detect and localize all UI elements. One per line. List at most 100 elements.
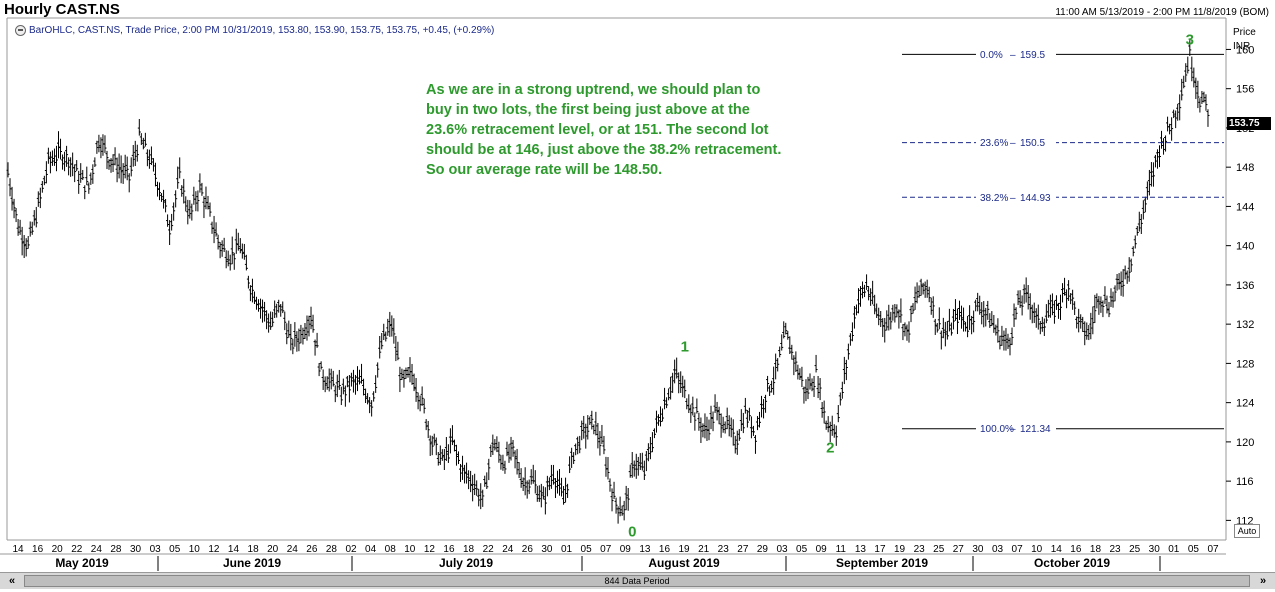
ohlc-bar-431 (877, 307, 881, 326)
time-tick-label-45: 19 (894, 544, 906, 555)
time-tick-label-32: 13 (639, 544, 651, 555)
time-tick-label-58: 30 (1149, 544, 1161, 555)
time-tick-label-50: 03 (992, 544, 1004, 555)
price-chart[interactable]: 0.0% 159.5–23.6% 150.5–38.2% 144.93–100.0% 1… (0, 0, 1275, 572)
ohlc-bar-336 (685, 398, 689, 410)
ohlc-bar-171 (351, 369, 355, 393)
ohlc-bar-351 (715, 401, 719, 421)
ohlc-bar-590 (1198, 98, 1202, 113)
ohlc-bar-566 (1149, 162, 1153, 187)
bar-ohlc-icon[interactable] (15, 25, 26, 36)
ohlc-bar-181 (372, 391, 376, 402)
ohlc-bar-279 (570, 447, 574, 468)
ohlc-bar-441 (897, 309, 901, 329)
ohlc-bar-290 (592, 424, 596, 435)
ohlc-bar-263 (537, 485, 541, 502)
ohlc-bar-321 (654, 410, 658, 433)
time-tick-label-40: 05 (796, 544, 808, 555)
ohlc-bar-312 (636, 456, 640, 476)
ohlc-bar-371 (755, 416, 759, 431)
ohlc-bar-463 (941, 317, 945, 339)
price-tick-156: 156 (1226, 84, 1254, 96)
ohlc-bar-167 (343, 385, 347, 407)
ohlc-bar-561 (1139, 214, 1143, 235)
ohlc-bar-271 (553, 478, 557, 499)
ohlc-bar-197 (404, 367, 408, 379)
price-tick-140: 140 (1226, 241, 1254, 253)
ohlc-bar-572 (1162, 138, 1166, 155)
legend[interactable]: BarOHLC, CAST.NS, Trade Price, 2:00 PM 1… (15, 25, 494, 36)
ohlc-bar-15 (36, 191, 40, 207)
ohlc-bar-208 (426, 420, 430, 439)
auto-scale-button[interactable]: Auto (1234, 524, 1260, 538)
time-scrollbar[interactable]: « 844 Data Period » (0, 572, 1275, 589)
ohlc-bar-267 (545, 475, 549, 497)
ohlc-bar-173 (355, 366, 359, 392)
ohlc-bar-177 (364, 388, 368, 404)
time-axis-ticks: 14 16 20 22 24 28 30 03 05 10 12 14 18 20 24 26 28 02 04 08… (12, 544, 1219, 555)
ohlc-bar-555 (1127, 257, 1131, 282)
ohlc-bar-110 (228, 254, 232, 271)
ohlc-bar-1 (8, 178, 12, 197)
ohlc-bar-362 (737, 429, 741, 441)
ohlc-bar-256 (523, 467, 527, 496)
ohlc-bar-570 (1157, 145, 1161, 168)
ohlc-bar-409 (832, 424, 836, 438)
ohlc-bar-329 (671, 372, 675, 393)
ohlc-bar-137 (283, 311, 287, 331)
fibonacci-retracement: 0.0% 159.5–23.6% 150.5–38.2% 144.93–100.0% 1… (902, 48, 1224, 435)
ohlc-bar-106 (220, 240, 224, 257)
price-axis-title: Price (1233, 27, 1256, 38)
ohlc-bar-416 (846, 343, 850, 360)
ohlc-bar-559 (1135, 225, 1139, 236)
ohlc-bar-525 (1067, 280, 1071, 301)
ohlc-bar-480 (976, 292, 980, 312)
ohlc-bar-495 (1006, 333, 1010, 349)
ohlc-bar-534 (1085, 322, 1089, 340)
scroll-right-button[interactable]: » (1259, 575, 1267, 587)
ohlc-bar-174 (358, 369, 362, 385)
ohlc-bar-102 (212, 215, 216, 244)
ohlc-bar-444 (903, 322, 907, 337)
ohlc-bar-387 (788, 336, 792, 355)
ohlc-bar-161 (331, 370, 335, 387)
ohlc-bar-528 (1073, 301, 1077, 315)
fib-level-label-1: 23.6% (980, 138, 1008, 149)
month-label-2: July 2019 (439, 556, 493, 570)
price-axis-label: Price INR (1233, 26, 1256, 54)
ohlc-bar-415 (844, 359, 848, 381)
ohlc-bar-152 (313, 339, 317, 356)
ohlc-bar-331 (675, 357, 679, 379)
ohlc-bar-115 (238, 238, 242, 254)
ohlc-bar-476 (968, 305, 972, 330)
ohlc-bar-310 (632, 460, 636, 477)
time-tick-label-46: 23 (914, 544, 926, 555)
ohlc-bar-291 (594, 411, 598, 436)
time-tick-label-27: 30 (541, 544, 553, 555)
ohlc-bar-390 (794, 351, 798, 372)
ohlc-bar-248 (507, 444, 511, 463)
ohlc-bar-10 (26, 236, 30, 249)
ohlc-bar-490 (996, 318, 1000, 343)
ohlc-bar-579 (1176, 103, 1180, 121)
ohlc-bar-97 (202, 196, 206, 219)
ohlc-bar-158 (325, 376, 329, 390)
ohlc-bar-376 (766, 375, 770, 392)
ohlc-bar-62 (131, 144, 135, 167)
time-tick-label-42: 11 (836, 544, 847, 555)
ohlc-bar-538 (1093, 294, 1097, 323)
ohlc-bar-221 (452, 439, 456, 452)
ohlc-bar-170 (349, 372, 353, 387)
ohlc-bar-155 (319, 361, 323, 370)
ohlc-bar-122 (252, 291, 256, 305)
ohlc-bar-427 (869, 288, 873, 306)
ohlc-bar-516 (1048, 294, 1052, 318)
ohlc-bar-345 (703, 413, 707, 439)
time-tick-label-57: 25 (1129, 544, 1141, 555)
scroll-thumb[interactable]: 844 Data Period (24, 575, 1250, 587)
ohlc-bar-473 (962, 307, 966, 332)
ohlc-bar-105 (218, 242, 222, 259)
ohlc-bar-218 (446, 444, 450, 463)
scroll-left-button[interactable]: « (8, 575, 16, 587)
ohlc-bar-389 (792, 355, 796, 376)
